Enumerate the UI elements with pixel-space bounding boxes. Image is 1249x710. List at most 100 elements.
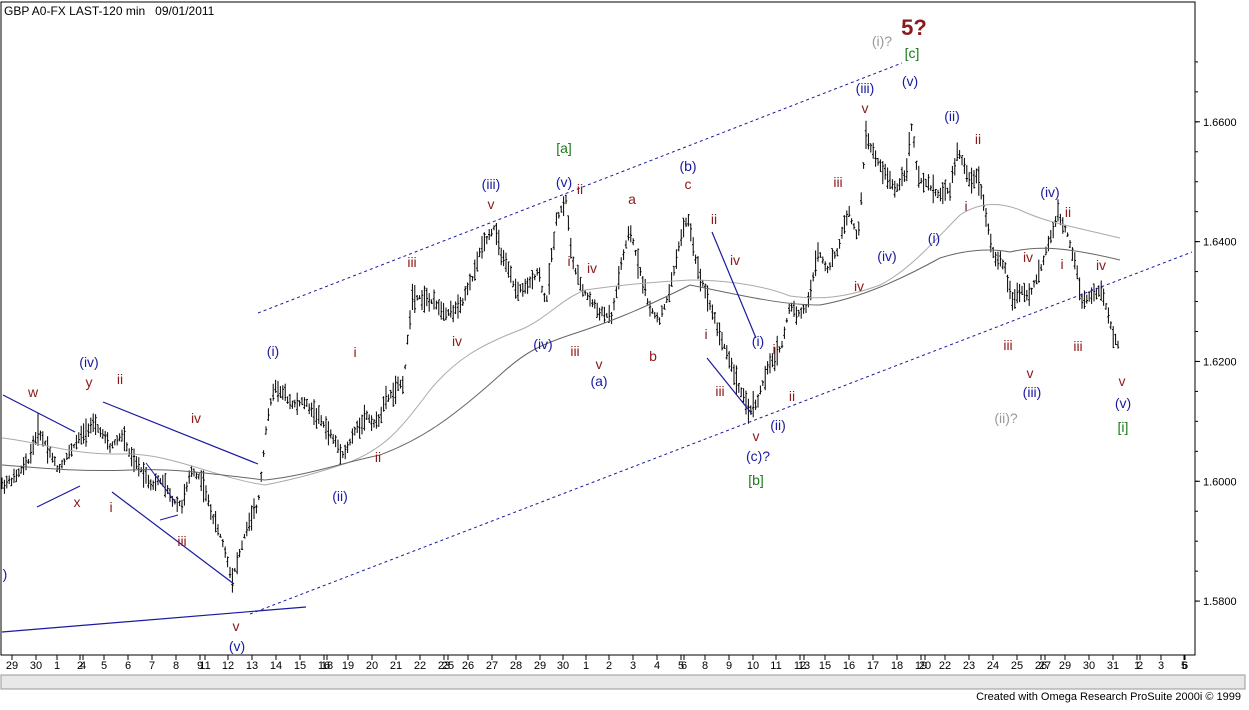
x-tick-label: 10 <box>747 660 759 672</box>
wave-label: x <box>74 494 81 510</box>
moving-average-fast <box>1 204 1121 486</box>
wave-label: (ii) <box>944 108 960 124</box>
wave-label: (i) <box>752 333 764 349</box>
x-tick-label: 2 <box>77 660 83 672</box>
x-tick-label: 7 <box>149 660 155 672</box>
x-tick-label: 11 <box>199 660 210 672</box>
wave-label: (ii)? <box>994 410 1018 426</box>
wave-label: v <box>862 100 869 116</box>
x-tick-label: 11 <box>770 660 781 672</box>
price-bars <box>0 120 1120 593</box>
x-tick-label: 23 <box>963 660 975 672</box>
x-tick-label: 3 <box>630 660 636 672</box>
wave-label: 5? <box>901 15 927 40</box>
x-tick-label: 12 <box>794 660 806 672</box>
wave-label: (i)? <box>872 33 892 49</box>
wave-label: iv <box>1096 257 1106 273</box>
wave-label: (i) <box>267 343 279 359</box>
plot-area-border <box>0 1 1196 656</box>
wave-label: i <box>353 344 356 360</box>
wave-label: ii <box>375 449 381 465</box>
wave-label: (i) <box>928 230 940 246</box>
wave-label: a <box>628 191 636 207</box>
x-tick-label: 29 <box>1059 660 1071 672</box>
wave-label: ii <box>577 181 583 197</box>
wave-label: ) <box>3 566 8 582</box>
wave-label: iii <box>177 533 186 549</box>
wave-label: v <box>1027 365 1034 381</box>
x-tick-label: 23 <box>438 660 450 672</box>
wave-label: (b) <box>679 158 696 174</box>
wave-label: iv <box>191 410 201 426</box>
x-tick-label: 27 <box>1039 660 1051 672</box>
wave-label: (iv) <box>533 336 552 352</box>
y-tick-label: 1.6200 <box>1203 356 1237 368</box>
wave-label: iii <box>715 383 724 399</box>
wedge-lower-line <box>111 491 235 585</box>
base-support-line <box>1 606 307 633</box>
x-tick-label: 18 <box>891 660 903 672</box>
wave-label: c <box>685 176 692 192</box>
x-tick-label: 25 <box>1011 660 1023 672</box>
x-tick-label: 31 <box>1107 660 1119 672</box>
x-tick-label: 8 <box>173 660 179 672</box>
wave-label: (v) <box>556 174 572 190</box>
x-tick-label: 5 <box>1181 660 1187 672</box>
wave-label: (v) <box>902 73 918 89</box>
x-tick-label: 5 <box>678 660 684 672</box>
x-tick-label: 20 <box>919 660 931 672</box>
y-axis: 1.5800 1.6000 1.6200 1.6400 1.6600 <box>1195 61 1237 608</box>
wedge-upper-line <box>102 401 259 465</box>
x-tick-label: 17 <box>867 660 879 672</box>
x-tick-label: 1 <box>54 660 60 672</box>
x-tick-label: 19 <box>915 660 927 672</box>
x-tick-label: 29 <box>534 660 546 672</box>
triangle-lower-line <box>36 485 81 508</box>
x-tick-label: 2 <box>1137 660 1143 672</box>
x-tick-label: 15 <box>819 660 831 672</box>
small-triangle-upper-line <box>145 462 177 504</box>
wave-label: (a) <box>590 373 607 389</box>
wave-label: (iv) <box>1040 184 1059 200</box>
wave-label: (iii) <box>482 176 501 192</box>
wave-label: (c)? <box>746 448 770 464</box>
scroll-bar[interactable] <box>0 674 1246 690</box>
wave-label: v <box>753 428 760 444</box>
y-tick-label: 1.6000 <box>1203 476 1237 488</box>
x-tick-label: 4 <box>654 660 660 672</box>
small-triangle-lower-line <box>159 514 179 521</box>
x-tick-label: 27 <box>486 660 498 672</box>
diagonal-upper-line <box>711 231 757 339</box>
wave-label: (ii) <box>770 417 786 433</box>
x-tick-label: 16 <box>843 660 855 672</box>
wave-label: y <box>86 374 93 390</box>
x-tick-label: 20 <box>366 660 378 672</box>
wave-label: v <box>488 196 495 212</box>
wave-label: i <box>567 253 570 269</box>
wave-label: i <box>1060 256 1063 272</box>
lower-channel-line <box>249 251 1193 615</box>
wave-label: v <box>1119 373 1126 389</box>
wave-label: iii <box>833 174 842 190</box>
x-tick-label: 22 <box>414 660 426 672</box>
wave-label: i <box>109 499 112 515</box>
wave-label: (iii) <box>1023 384 1042 400</box>
x-tick-label: 14 <box>270 660 282 672</box>
wave-label: iii <box>407 254 416 270</box>
wave-label: (iii) <box>856 80 875 96</box>
wave-label: (iv) <box>877 248 896 264</box>
moving-average-slow <box>1 247 1121 481</box>
x-tick-label: 9 <box>726 660 732 672</box>
x-tick-label: 30 <box>30 660 42 672</box>
x-tick-label: 13 <box>246 660 258 672</box>
x-tick-label: 21 <box>390 660 402 672</box>
diagonal-lower-line <box>706 357 753 415</box>
wave-label: iii <box>1073 338 1082 354</box>
x-tick-label: 26 <box>1035 660 1047 672</box>
wave-label: iv <box>1023 249 1033 265</box>
x-tick-label: 26 <box>462 660 474 672</box>
x-tick-label: 30 <box>1083 660 1095 672</box>
wave-label: iv <box>730 252 740 268</box>
